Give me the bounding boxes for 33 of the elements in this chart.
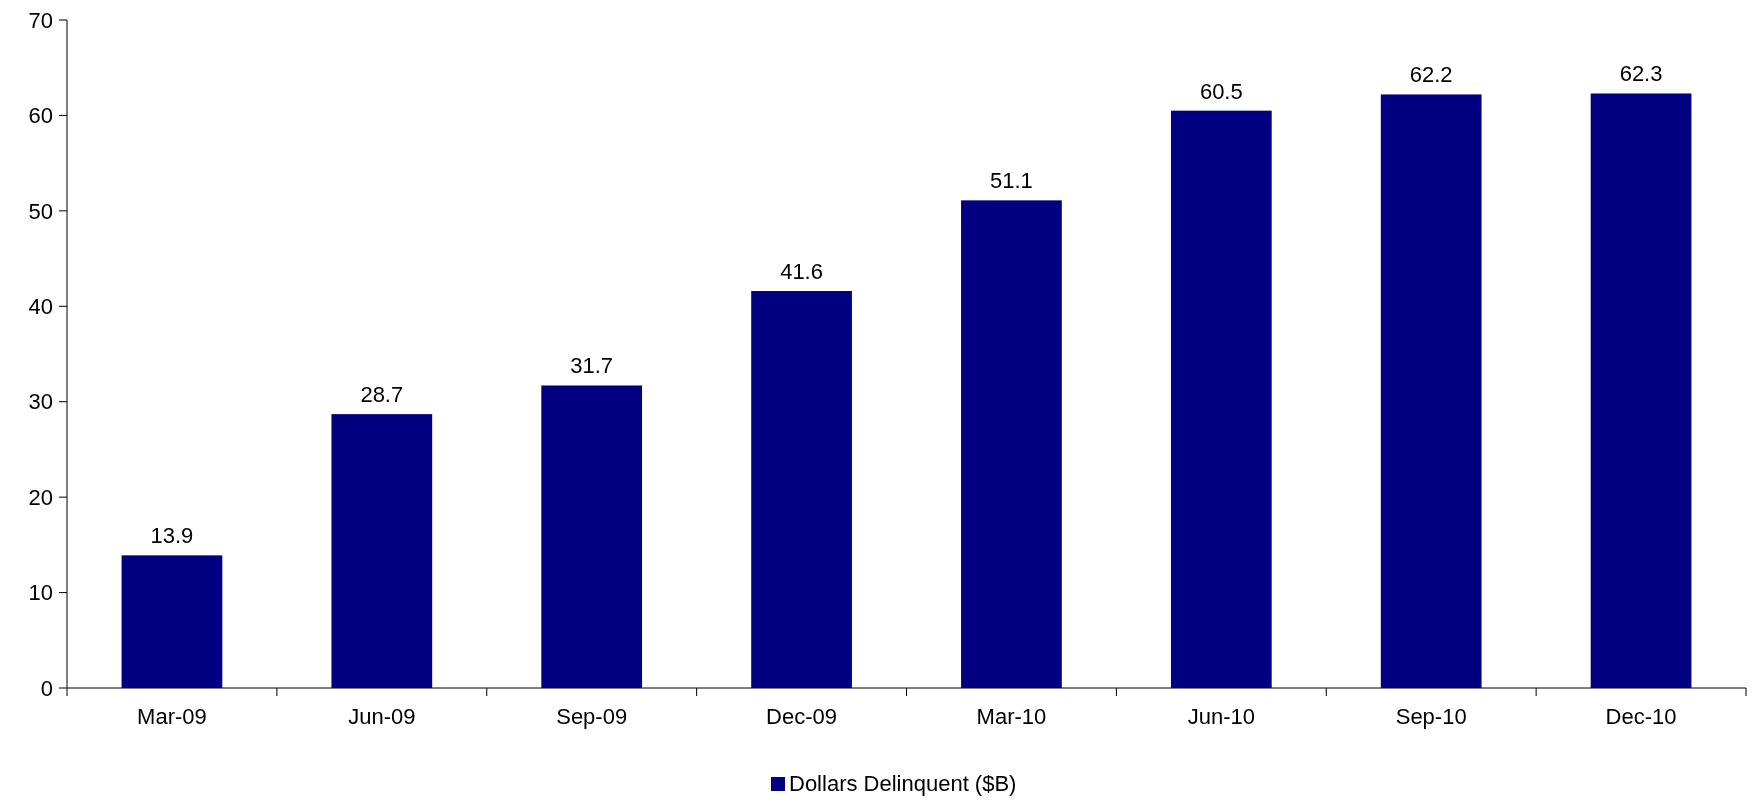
- x-tick-label: Dec-09: [766, 704, 838, 729]
- x-tick-label: Sep-09: [556, 704, 628, 729]
- bar: [961, 200, 1062, 688]
- data-label: 41.6: [780, 259, 823, 285]
- y-tick-label: 50: [28, 198, 53, 224]
- x-tick-label: Mar-10: [976, 704, 1047, 729]
- y-tick-label: 0: [40, 675, 53, 701]
- x-tick-label: Dec-10: [1605, 704, 1677, 729]
- legend-label: Dollars Delinquent ($B): [789, 771, 1017, 796]
- y-tick-label: 40: [28, 293, 53, 319]
- y-tick-label: 70: [28, 7, 53, 33]
- bar: [121, 555, 223, 688]
- data-label: 28.7: [360, 382, 404, 408]
- data-label: 62.2: [1409, 62, 1453, 88]
- x-tick-label: Jun-10: [1187, 704, 1255, 729]
- data-label: 31.7: [570, 353, 614, 379]
- bar: [1380, 94, 1482, 688]
- y-tick-label: 30: [28, 389, 53, 415]
- data-label: 60.5: [1199, 78, 1243, 104]
- bar: [1170, 110, 1272, 688]
- x-tick-label: Jun-09: [348, 704, 416, 729]
- bar: [331, 414, 433, 688]
- bar: [751, 291, 852, 688]
- bar: [541, 385, 643, 688]
- x-tick-label: Mar-09: [137, 704, 207, 729]
- data-label: 62.3: [1619, 61, 1663, 87]
- x-tick-label: Sep-10: [1395, 704, 1467, 729]
- y-tick-label: 60: [28, 103, 53, 129]
- data-label: 51.1: [990, 168, 1033, 194]
- y-tick-label: 20: [28, 484, 53, 510]
- data-label: 13.9: [150, 523, 194, 549]
- bar: [1590, 93, 1692, 688]
- y-tick-label: 10: [28, 580, 53, 606]
